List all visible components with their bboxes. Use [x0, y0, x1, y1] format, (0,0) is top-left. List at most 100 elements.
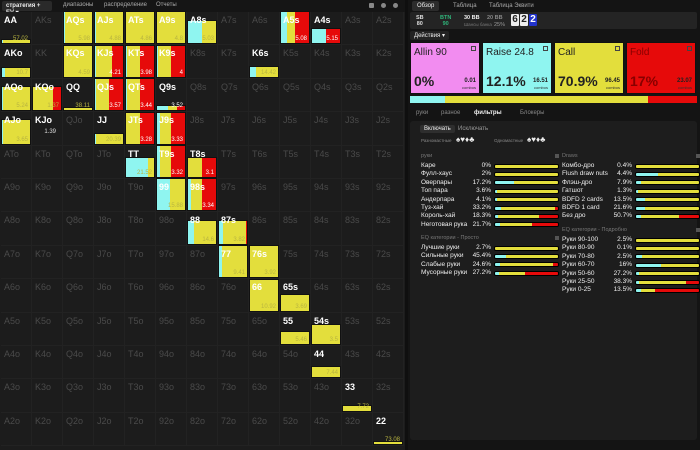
tab-table[interactable]: Таблица	[453, 3, 477, 9]
hand-cell-62s[interactable]: 62s	[373, 279, 404, 313]
hand-cell-JJ[interactable]: JJ 20.39	[94, 112, 125, 146]
hand-cell-95o[interactable]: 95o	[156, 312, 187, 346]
hand-cell-74o[interactable]: 74o	[218, 346, 249, 380]
hand-cell-Q4s[interactable]: Q4s	[311, 78, 342, 113]
filter-row[interactable]: Руки 90-100 2.5%	[562, 236, 700, 244]
hand-cell-A8o[interactable]: A8o	[1, 212, 32, 246]
filter-row[interactable]: Фулл-хаус 2%	[421, 170, 561, 178]
hand-cell-A9s[interactable]: A9s 4.8	[156, 11, 187, 46]
hand-cell-T9s[interactable]: T9s 3.32	[156, 144, 187, 179]
hand-cell-A3o[interactable]: A3o	[1, 379, 32, 413]
hand-cell-A6o[interactable]: A6o	[1, 279, 32, 313]
section-menu-icon[interactable]	[555, 154, 559, 158]
menu-reports[interactable]: Отчеты	[156, 2, 177, 8]
tab-overview[interactable]: Обзор	[412, 1, 440, 11]
hand-cell-KJs[interactable]: KJs 4.21	[94, 44, 125, 79]
filter-row[interactable]: Король-хай 18.3%	[421, 212, 561, 220]
hand-cell-A5o[interactable]: A5o	[1, 312, 32, 346]
hand-cell-K2s[interactable]: K2s	[373, 45, 404, 79]
hand-cell-76o[interactable]: 76o	[218, 279, 249, 313]
hand-cell-K9s[interactable]: K9s 4	[156, 44, 187, 79]
filter-row[interactable]: Флэш-дро 7.9%	[562, 179, 700, 187]
hand-cell-J9s[interactable]: J9s 3.33	[156, 111, 187, 146]
hand-cell-KQs[interactable]: KQs 4.59	[63, 44, 94, 79]
hand-cell-K5o[interactable]: K5o	[32, 312, 63, 346]
hand-cell-86o[interactable]: 86o	[187, 279, 218, 313]
action-card-raise[interactable]: Raise 24.8 12.1% 16.51 combos	[482, 42, 552, 94]
hand-cell-99[interactable]: 99 15.88	[156, 178, 187, 213]
hand-cell-T6s[interactable]: T6s	[249, 145, 280, 179]
hand-cell-42s[interactable]: 42s	[373, 346, 404, 380]
filter-row[interactable]: Гатшот 1.3%	[562, 187, 700, 195]
hand-cell-Q7s[interactable]: Q7s	[218, 78, 249, 113]
hand-cell-T2s[interactable]: T2s	[373, 145, 404, 179]
section-menu-icon[interactable]	[696, 228, 700, 232]
hand-cell-K3s[interactable]: K3s	[342, 45, 373, 79]
hand-cell-A2o[interactable]: A2o	[1, 412, 32, 447]
hand-cell-J4o[interactable]: J4o	[94, 346, 125, 380]
hand-cell-43o[interactable]: 43o	[311, 379, 342, 413]
hand-cell-53o[interactable]: 53o	[280, 379, 311, 413]
settings-icon[interactable]	[381, 3, 386, 8]
hand-cell-T3o[interactable]: T3o	[125, 379, 156, 413]
exclude-toggle[interactable]: Исключать	[458, 126, 489, 132]
hand-cell-52s[interactable]: 52s	[373, 312, 404, 346]
hand-cell-KJo[interactable]: KJo 1.39	[32, 112, 63, 146]
hand-cell-AKo[interactable]: AKo 10.7	[1, 45, 32, 79]
menu-ranges[interactable]: диапазоны	[63, 2, 94, 8]
hand-cell-87s[interactable]: 87s 3.82	[218, 212, 249, 246]
filter-row[interactable]: Андерпара 4.1%	[421, 196, 561, 204]
hand-cell-64o[interactable]: 64o	[249, 346, 280, 380]
hand-cell-J7s[interactable]: J7s	[218, 112, 249, 146]
hand-cell-T8s[interactable]: T8s 3.1	[187, 145, 218, 179]
hand-cell-Q9o[interactable]: Q9o	[63, 179, 94, 213]
hand-cell-52o[interactable]: 52o	[280, 412, 311, 447]
panel-divider[interactable]	[405, 0, 408, 450]
hand-cell-A5s[interactable]: A5s 5.08	[280, 11, 311, 46]
subtab-misc[interactable]: разное	[441, 110, 461, 116]
hand-cell-K4o[interactable]: K4o	[32, 346, 63, 380]
hand-cell-QQ[interactable]: QQ 38.11	[63, 78, 94, 113]
hand-cell-77[interactable]: 77 9.41	[218, 245, 249, 280]
suited-suit-icons[interactable]: ♠♥♦♣	[527, 135, 546, 144]
hand-cell-84s[interactable]: 84s	[311, 212, 342, 246]
hand-cell-K7s[interactable]: K7s	[218, 45, 249, 79]
hand-cell-Q5s[interactable]: Q5s	[280, 78, 311, 113]
hand-cell-93s[interactable]: 93s	[342, 179, 373, 213]
hand-cell-J2s[interactable]: J2s	[373, 112, 404, 146]
filter-row[interactable]: Без дро 50.7%	[562, 212, 700, 220]
hand-cell-44[interactable]: 44 7.44	[311, 346, 342, 380]
hand-cell-A2s[interactable]: A2s	[373, 12, 404, 46]
hand-cell-94o[interactable]: 94o	[156, 346, 187, 380]
filter-row[interactable]: Слабые руки 24.6%	[421, 261, 561, 269]
hand-cell-Q4o[interactable]: Q4o	[63, 346, 94, 380]
hand-cell-Q6s[interactable]: Q6s	[249, 78, 280, 113]
hand-cell-72s[interactable]: 72s	[373, 245, 404, 280]
hand-cell-Q3s[interactable]: Q3s	[342, 78, 373, 113]
hand-cell-54s[interactable]: 54s 3.5	[311, 312, 342, 346]
hand-cell-K4s[interactable]: K4s	[311, 45, 342, 79]
hand-cell-T4o[interactable]: T4o	[125, 346, 156, 380]
hand-cell-J8o[interactable]: J8o	[94, 212, 125, 246]
hand-cell-A4s[interactable]: A4s 5.15	[311, 12, 342, 46]
hand-cell-QTo[interactable]: QTo	[63, 145, 94, 179]
hand-cell-65s[interactable]: 65s 3.69	[280, 279, 311, 313]
hand-cell-T9o[interactable]: T9o	[125, 179, 156, 213]
filter-row[interactable]: Руки 0-25 13.5%	[562, 286, 700, 294]
filter-row[interactable]: Оверпары 17.2%	[421, 179, 561, 187]
action-card-allin[interactable]: Allin 90 0% 0.01 combos	[410, 42, 480, 94]
hand-cell-A8s[interactable]: A8s 5.03	[187, 12, 218, 46]
hand-cell-43s[interactable]: 43s	[342, 346, 373, 380]
hand-cell-T7o[interactable]: T7o	[125, 245, 156, 280]
expand-icon[interactable]	[543, 46, 548, 51]
hand-cell-QTs[interactable]: QTs 3.44	[125, 78, 156, 113]
expand-icon[interactable]	[615, 46, 620, 51]
hand-cell-T3s[interactable]: T3s	[342, 145, 373, 179]
hand-cell-Q6o[interactable]: Q6o	[63, 279, 94, 313]
hand-cell-22[interactable]: 22 73.08	[373, 412, 404, 447]
subtab-filters[interactable]: фильтры	[474, 110, 502, 116]
hand-cell-73s[interactable]: 73s	[342, 245, 373, 280]
hand-cell-A7s[interactable]: A7s	[218, 12, 249, 46]
save-icon[interactable]	[369, 3, 374, 8]
hand-cell-K5s[interactable]: K5s	[280, 45, 311, 79]
